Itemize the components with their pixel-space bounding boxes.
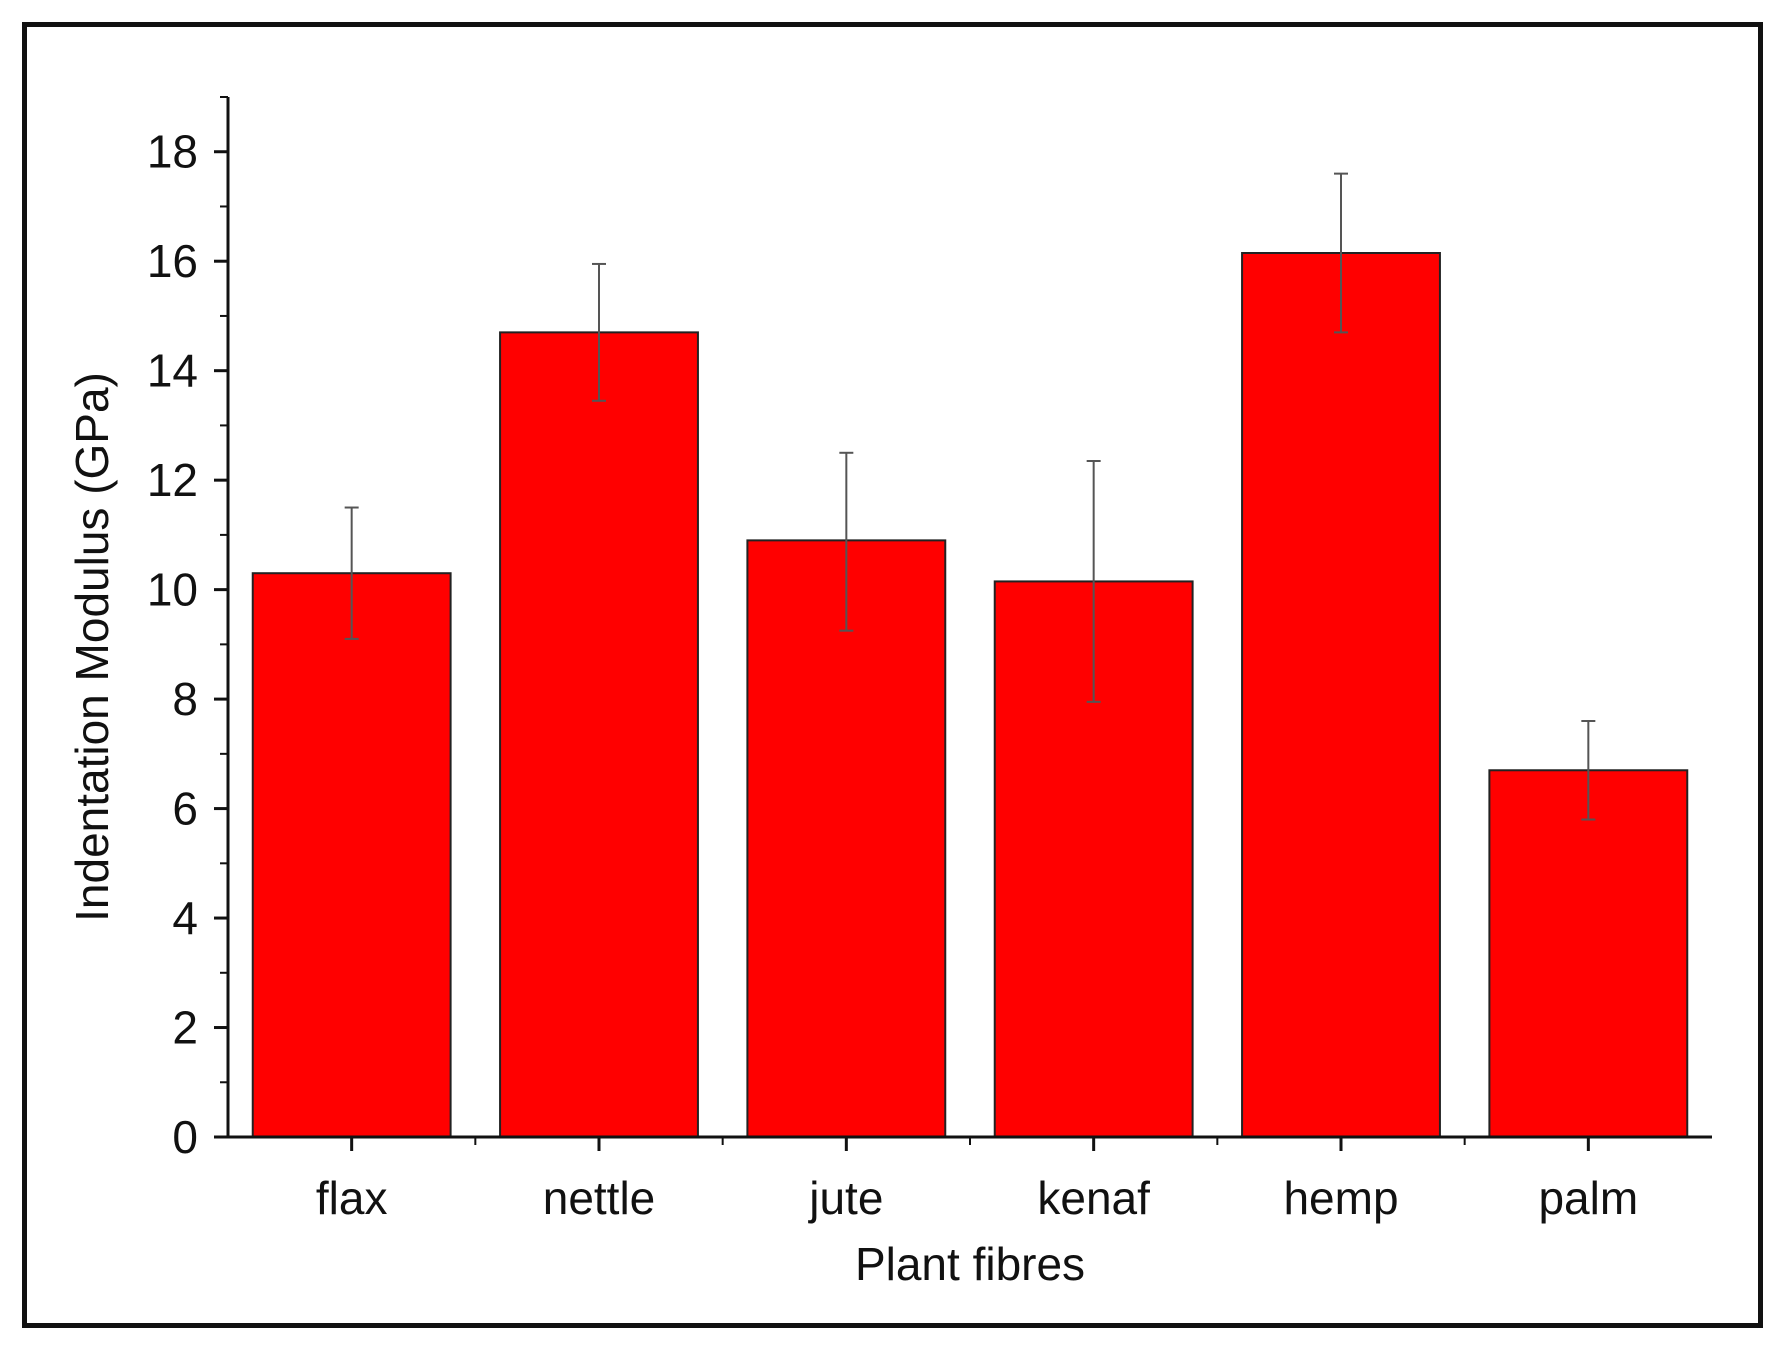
y-tick-label-18: 18 [147,126,198,178]
bar-jute [746,539,947,1138]
y-tick-label-0: 0 [172,1111,198,1163]
y-tick-label-8: 8 [172,673,198,725]
x-tick-label-hemp: hemp [1283,1172,1398,1224]
y-tick-label-12: 12 [147,454,198,506]
bar-hemp [1241,252,1441,1138]
y-tick-label-14: 14 [147,345,198,397]
bar-palm [1488,769,1689,1139]
error-bar-jute [839,451,854,632]
error-bars [344,172,1596,821]
y-axis-title: Indentation Modulus (GPa) [66,372,118,922]
y-tick-label-2: 2 [172,1002,198,1054]
error-bar-nettle [592,262,606,402]
x-tick-label-palm: palm [1538,1172,1638,1224]
y-tick-label-16: 16 [147,235,198,287]
bar-flax [251,572,452,1138]
labels: flax nettle jute kenaf hemp palm 0 2 4 6 8 10 12 14 16… [147,126,1638,1224]
axes [214,96,1712,1151]
x-tick-label-nettle: nettle [543,1172,656,1224]
error-bar-hemp [1334,172,1348,334]
y-tick-label-6: 6 [172,783,198,835]
y-tick-label-10: 10 [147,564,198,616]
x-axis-title: Plant fibres [855,1238,1085,1290]
bar-nettle [499,331,699,1138]
x-tick-label-jute: jute [807,1172,883,1224]
error-bar-flax [344,506,359,640]
x-tick-label-kenaf: kenaf [1037,1172,1150,1224]
bars [251,252,1689,1139]
y-tick-label-4: 4 [172,892,198,944]
error-bar-palm [1581,720,1596,821]
x-tick-label-flax: flax [316,1172,388,1224]
error-bar-kenaf [1086,460,1101,703]
